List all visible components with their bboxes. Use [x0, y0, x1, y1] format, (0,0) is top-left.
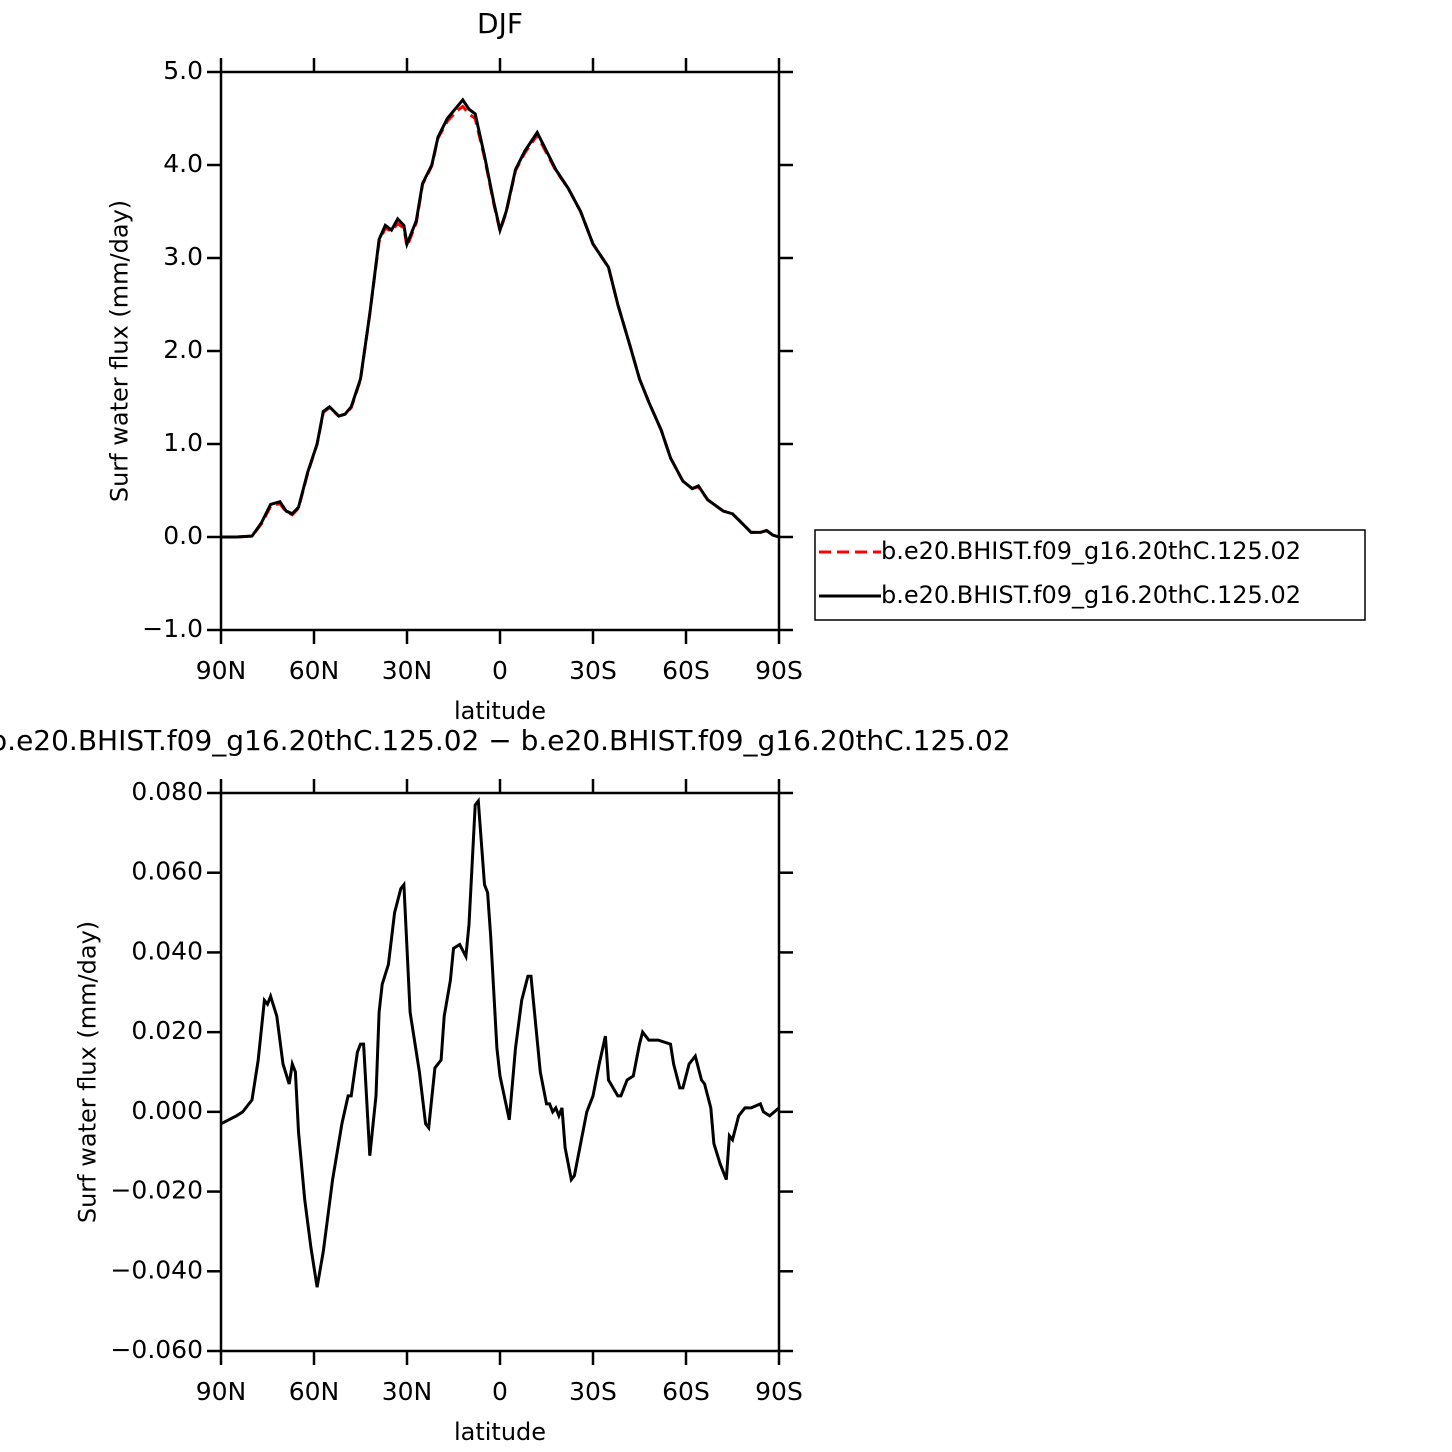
y-tick-label: 2.0: [163, 335, 203, 364]
y-tick-label: 1.0: [163, 428, 203, 457]
legend: b.e20.BHIST.f09_g16.20thC.125.02 b.e20.BH…: [814, 529, 1366, 621]
y-tick-label: 0.000: [131, 1096, 203, 1125]
y-tick-label: −1.0: [142, 614, 203, 643]
plot-frame: [219, 70, 781, 632]
legend-label: b.e20.BHIST.f09_g16.20thC.125.02: [881, 537, 1301, 565]
data-line: [221, 796, 779, 1288]
x-tick-label: 90S: [755, 656, 803, 685]
x-tick-label: 60N: [289, 1377, 340, 1406]
x-tick-label: 30S: [569, 656, 617, 685]
x-tick-label: 90S: [755, 1377, 803, 1406]
y-tick-label: 0.0: [163, 521, 203, 550]
x-tick-label: 90N: [196, 656, 247, 685]
x-tick-label: 0: [492, 656, 508, 685]
x-tick-label: 60N: [289, 656, 340, 685]
x-tick-label: 30N: [382, 1377, 433, 1406]
x-axis-label: latitude: [454, 1418, 546, 1446]
y-tick-label: 5.0: [163, 56, 203, 85]
y-axis-label: Surf water flux (mm/day): [105, 200, 133, 502]
data-line: [221, 104, 779, 539]
y-tick-label: −0.060: [110, 1335, 203, 1364]
plot-frame: [219, 791, 781, 1353]
x-axis-label: latitude: [454, 697, 546, 725]
x-tick-label: 60S: [662, 1377, 710, 1406]
x-tick-label: 90N: [196, 1377, 247, 1406]
y-tick-label: 0.060: [131, 857, 203, 886]
legend-label: b.e20.BHIST.f09_g16.20thC.125.02: [881, 581, 1301, 609]
plot: b.e20.BHIST.f09_g16.20thC.125.02 − b.e20…: [0, 724, 1011, 1446]
x-tick-label: 0: [492, 1377, 508, 1406]
chart-title: DJF: [477, 7, 523, 40]
data-line: [221, 97, 779, 539]
y-tick-label: 0.020: [131, 1016, 203, 1045]
y-tick-label: 3.0: [163, 242, 203, 271]
y-tick-label: −0.020: [110, 1176, 203, 1205]
plot: DJF −1.0 0.0 1.0 2.0 3.0 4.0 5.0 90N 60N 30N 0 30S 60…: [105, 7, 1366, 725]
y-tick-label: 4.0: [163, 149, 203, 178]
y-axis-label: Surf water flux (mm/day): [73, 921, 101, 1223]
y-tick-label: 0.080: [131, 777, 203, 806]
x-tick-label: 30S: [569, 1377, 617, 1406]
x-tick-label: 60S: [662, 656, 710, 685]
y-tick-label: −0.040: [110, 1255, 203, 1284]
y-tick-label: 0.040: [131, 936, 203, 965]
x-tick-label: 30N: [382, 656, 433, 685]
chart-title: b.e20.BHIST.f09_g16.20thC.125.02 − b.e20…: [0, 724, 1011, 757]
legend-box: [814, 529, 1366, 621]
